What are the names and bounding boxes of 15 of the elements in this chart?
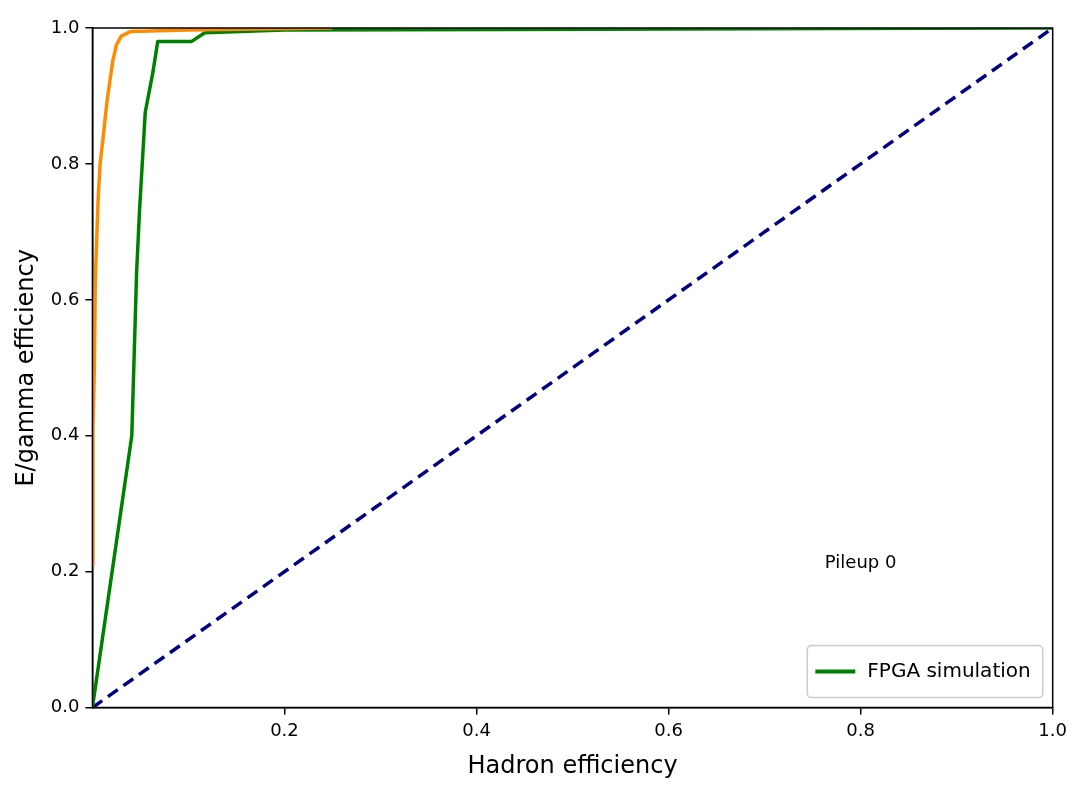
- x-tick-label: 1.0: [1038, 719, 1068, 741]
- y-tick-label: 0.0: [50, 695, 80, 717]
- annotation: Pileup 0: [824, 550, 897, 572]
- y-tick-label: 1.0: [50, 15, 80, 37]
- y-tick-label: 0.2: [50, 559, 80, 581]
- y-tick-label: 0.4: [50, 423, 80, 445]
- x-tick-label: 0.6: [654, 719, 683, 741]
- y-tick-label: 0.6: [50, 287, 80, 309]
- x-tick-label: 0.4: [462, 719, 491, 741]
- x-tick-label: 0.8: [846, 719, 875, 741]
- x-axis-title: Hadron efficiency: [467, 750, 678, 779]
- y-tick-label: 0.8: [50, 151, 80, 173]
- y-axis-title: E/gamma efficiency: [10, 249, 39, 487]
- legend-label: FPGA simulation: [867, 657, 1031, 682]
- x-tick-label: 0.2: [270, 719, 299, 741]
